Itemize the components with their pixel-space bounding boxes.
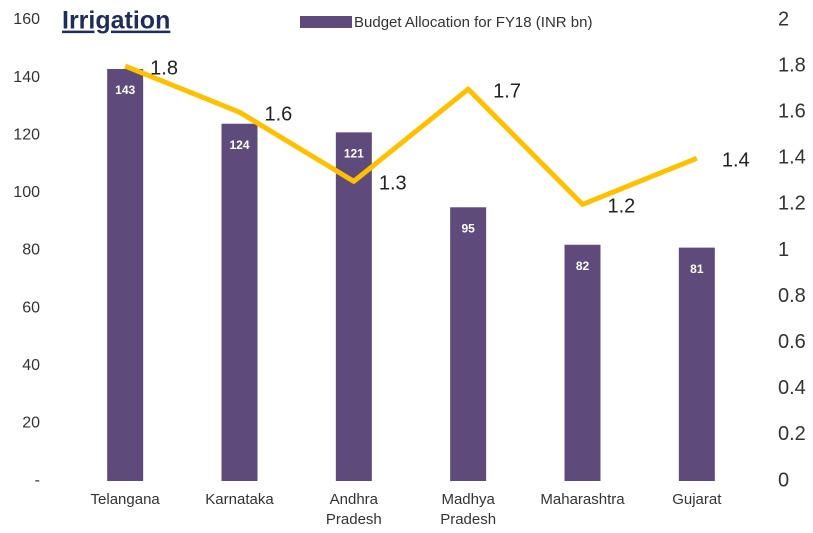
bar bbox=[335, 132, 372, 481]
y2-tick-label: 0.4 bbox=[778, 377, 806, 399]
line-value-label: 1.8 bbox=[150, 57, 178, 79]
y2-tick-label: 1 bbox=[778, 239, 789, 261]
bar bbox=[221, 123, 258, 481]
bar-value-label: 95 bbox=[461, 221, 475, 235]
x-tick-label: Madhya Pradesh bbox=[440, 491, 497, 528]
y-tick-label: 120 bbox=[13, 126, 40, 143]
line-value-label: 1.3 bbox=[379, 173, 407, 195]
legend-swatch bbox=[300, 16, 352, 28]
y2-tick-label: 2 bbox=[778, 8, 789, 30]
y2-tick-label: 0.2 bbox=[778, 423, 806, 445]
y2-tick-label: 1.8 bbox=[778, 54, 806, 76]
y-tick-label: 140 bbox=[13, 69, 40, 86]
line-value-label: 1.6 bbox=[265, 103, 293, 125]
line-value-label: 1.2 bbox=[608, 196, 636, 218]
bar-value-label: 121 bbox=[344, 147, 364, 161]
x-tick-label: Karnataka bbox=[205, 491, 274, 508]
bar-value-label: 143 bbox=[115, 83, 135, 97]
y-tick-label: 100 bbox=[13, 184, 40, 201]
y-tick-label: 20 bbox=[22, 415, 40, 432]
y-tick-label: 60 bbox=[22, 299, 40, 316]
x-tick-label: Gujarat bbox=[672, 491, 722, 508]
y-tick-label: 160 bbox=[13, 11, 40, 28]
y-tick-label: - bbox=[35, 472, 40, 489]
x-tick-label: Telangana bbox=[90, 491, 160, 508]
x-tick-label: Maharashtra bbox=[540, 491, 625, 508]
bar-value-label: 81 bbox=[690, 262, 704, 276]
y-tick-label: 80 bbox=[22, 242, 40, 259]
bar-value-label: 124 bbox=[229, 138, 249, 152]
y2-tick-label: 0 bbox=[778, 469, 789, 491]
bar-value-label: 82 bbox=[576, 259, 590, 273]
y2-tick-label: 1.6 bbox=[778, 100, 806, 122]
chart-title: Irrigation bbox=[62, 7, 170, 35]
y-tick-label: 40 bbox=[22, 357, 40, 374]
legend-label: Budget Allocation for FY18 (INR bn) bbox=[354, 14, 592, 31]
x-tick-label: Andhra Pradesh bbox=[325, 491, 382, 528]
y2-tick-label: 1.2 bbox=[778, 193, 806, 215]
line bbox=[124, 63, 698, 207]
line-value-label: 1.7 bbox=[493, 80, 521, 102]
y2-tick-label: 0.6 bbox=[778, 331, 806, 353]
bar bbox=[678, 247, 715, 481]
bar bbox=[564, 244, 601, 481]
bar bbox=[107, 68, 144, 481]
line-value-label: 1.4 bbox=[722, 150, 750, 172]
y2-tick-label: 0.8 bbox=[778, 285, 806, 307]
y2-tick-label: 1.4 bbox=[778, 147, 806, 169]
bar bbox=[450, 207, 487, 481]
